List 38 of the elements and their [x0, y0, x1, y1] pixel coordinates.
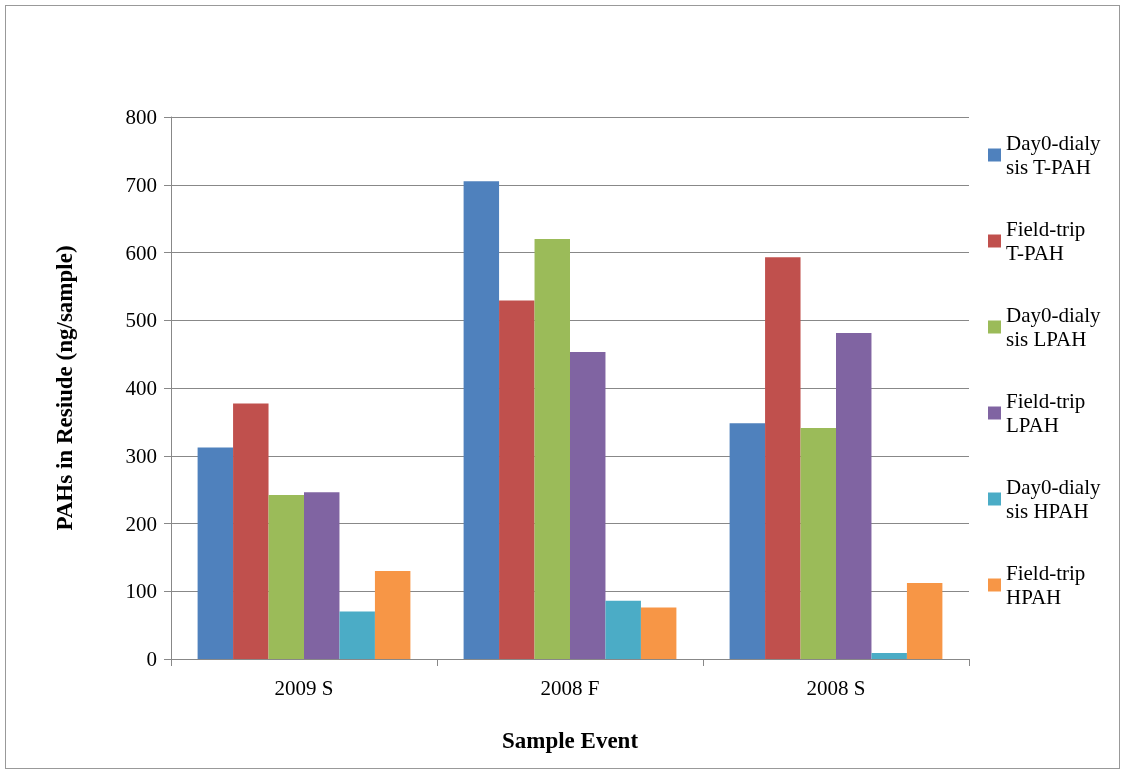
y-tick-label: 0	[146, 647, 157, 671]
y-tick-label: 400	[125, 376, 157, 400]
y-tick-label: 600	[125, 240, 157, 265]
x-tick-label: 2008 S	[806, 675, 866, 700]
bar	[906, 583, 943, 659]
bar	[197, 447, 234, 659]
bar	[268, 495, 304, 659]
bar	[374, 570, 411, 659]
legend-label: Day0-dialysis HPAH	[1006, 475, 1101, 523]
legend-label: Field-trip HPAH	[1006, 561, 1091, 609]
legend-label: Day0-dialysis T-PAH	[1006, 131, 1101, 179]
bar	[765, 257, 801, 659]
bar	[304, 492, 340, 659]
bar	[640, 607, 677, 659]
y-tick-label: 200	[125, 511, 157, 536]
y-tick-label: 700	[125, 172, 157, 197]
bar	[871, 652, 907, 659]
x-tick-label: 2009 S	[274, 675, 334, 700]
x-tick-label: 2008 F	[540, 675, 600, 700]
bar	[570, 352, 606, 659]
y-tick-label: 800	[125, 105, 157, 129]
legend-label: Day0-dialysis LPAH	[1006, 303, 1101, 351]
x-axis-title: Sample Event	[501, 728, 639, 753]
bar	[534, 238, 570, 659]
legend-label: Field-trip LPAH	[1006, 389, 1091, 437]
y-tick-label: 500	[125, 308, 157, 333]
legend-label: Field-trip T-PAH	[1006, 217, 1091, 265]
bar	[463, 181, 500, 659]
bar	[339, 611, 375, 659]
y-axis-title: PAHs in Resiude (ng/sample)	[52, 245, 77, 531]
bar	[605, 600, 641, 659]
y-tick-label: 300	[125, 443, 157, 468]
bar	[836, 333, 872, 659]
y-tick-label: 100	[125, 579, 157, 604]
bar	[800, 427, 836, 659]
bar	[233, 403, 269, 659]
bar	[729, 423, 766, 659]
bar	[499, 300, 535, 659]
